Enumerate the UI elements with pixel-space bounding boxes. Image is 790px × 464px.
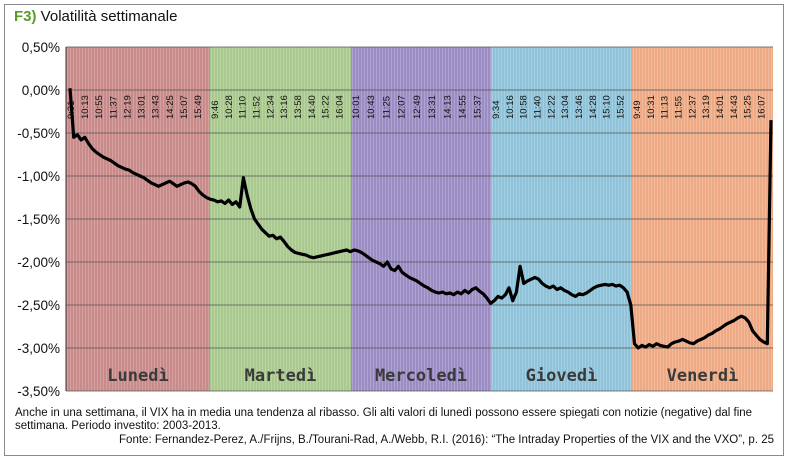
- time-tick-label: 11:40: [532, 96, 543, 119]
- y-tick-label: 0,50%: [22, 40, 60, 55]
- time-tick-label: 10:43: [366, 95, 377, 119]
- time-tick-label: 15:49: [193, 95, 204, 119]
- time-tick-label: 9:34: [491, 101, 502, 120]
- time-tick-label: 14:13: [442, 95, 453, 119]
- time-tick-label: 14:28: [588, 95, 599, 119]
- time-tick-label: 9:49: [632, 101, 643, 120]
- y-tick-label: -3,00%: [17, 341, 60, 356]
- y-tick-label: -3,50%: [17, 384, 60, 399]
- figure-frame: [4, 4, 784, 456]
- time-tick-label: 11:55: [673, 96, 684, 119]
- time-tick-label: 14:40: [307, 95, 318, 119]
- time-tick-label: 12:19: [122, 95, 133, 119]
- time-tick-label: 11:10: [238, 96, 249, 119]
- y-tick-label: 0,00%: [22, 83, 60, 98]
- time-tick-label: 13:16: [279, 95, 290, 119]
- figure-note: Anche in una settimana, il VIX ha in med…: [15, 407, 753, 432]
- time-tick-label: 15:37: [473, 95, 484, 119]
- y-tick-label: -2,50%: [17, 298, 60, 313]
- time-tick-label: 13:19: [701, 95, 712, 119]
- time-tick-label: 16:07: [756, 95, 767, 119]
- time-tick-label: 12:37: [687, 95, 698, 119]
- figure-source: Fonte: Fernandez-Perez, A./Frijns, B./To…: [119, 434, 774, 446]
- day-label: Lunedì: [107, 366, 168, 386]
- time-tick-label: 12:07: [397, 95, 408, 119]
- time-tick-label: 11:13: [660, 96, 671, 119]
- time-tick-label: 13:01: [137, 95, 148, 119]
- time-tick-label: 15:10: [602, 95, 613, 119]
- day-label: Venerdì: [667, 366, 739, 386]
- time-tick-label: 14:01: [715, 95, 726, 119]
- figure-title-text: Volatilità settimanale: [40, 8, 178, 25]
- figure-tag: F3): [14, 8, 37, 25]
- time-tick-label: 11:52: [251, 96, 262, 119]
- y-tick-label: -2,00%: [17, 255, 60, 270]
- time-tick-label: 11:25: [381, 96, 392, 119]
- time-tick-label: 14:25: [165, 95, 176, 119]
- time-tick-label: 10:01: [351, 95, 362, 119]
- time-tick-label: 10:55: [94, 95, 105, 119]
- time-tick-label: 13:31: [427, 95, 438, 119]
- volatility-line: [68, 88, 773, 350]
- time-tick-label: 14:55: [458, 95, 469, 119]
- time-tick-label: 12:34: [265, 95, 276, 119]
- time-tick-label: 9:46: [210, 101, 221, 120]
- time-tick-label: 15:22: [321, 95, 332, 119]
- time-tick-label: 10:31: [646, 95, 657, 119]
- day-label: Martedì: [245, 366, 317, 386]
- time-tick-label: 10:16: [505, 95, 516, 119]
- time-tick-label: 13:46: [574, 95, 585, 119]
- time-tick-label: 13:04: [560, 95, 571, 119]
- time-tick-label: 15:07: [179, 95, 190, 119]
- y-tick-label: -1,00%: [17, 169, 60, 184]
- time-tick-label: 14:43: [729, 95, 740, 119]
- time-tick-label: 15:52: [615, 95, 626, 119]
- figure-title: F3) Volatilità settimanale: [14, 8, 177, 25]
- time-tick-label: 10:13: [80, 95, 91, 119]
- y-tick-label: -1,50%: [17, 212, 60, 227]
- time-tick-label: 13:43: [151, 95, 162, 119]
- time-tick-label: 12:49: [412, 95, 423, 119]
- time-tick-label: 16:04: [334, 95, 345, 119]
- time-tick-label: 11:37: [108, 96, 119, 119]
- day-label: Mercoledì: [375, 366, 467, 386]
- time-tick-label: 13:58: [293, 95, 304, 119]
- y-tick-label: -0,50%: [17, 126, 60, 141]
- time-tick-label: 10:58: [519, 95, 530, 119]
- time-tick-label: 10:28: [224, 95, 235, 119]
- time-tick-label: 15:25: [743, 95, 754, 119]
- time-tick-label: 12:22: [546, 95, 557, 119]
- day-label: Giovedì: [526, 366, 598, 386]
